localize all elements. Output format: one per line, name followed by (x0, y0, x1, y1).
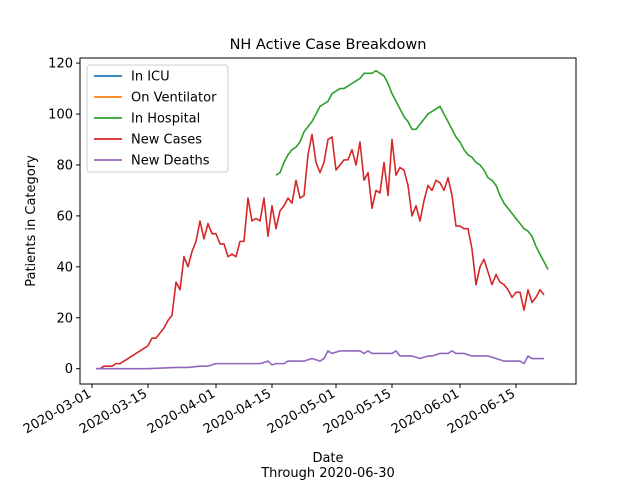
x-axis: 2020-03-012020-03-152020-04-012020-04-15… (21, 384, 518, 437)
y-axis: 0 20 40 60 80 100 120 (48, 57, 80, 377)
plot-frame (79, 57, 577, 385)
y-tick-label: 80 (56, 158, 73, 173)
legend-label: New Deaths (131, 154, 210, 169)
legend: In ICU On Ventilator In Hospital New Cases N… (86, 64, 229, 173)
x-axis-label: Date (312, 451, 343, 466)
legend-label: In ICU (131, 70, 170, 85)
y-tick-label: 120 (48, 57, 73, 72)
plot-lines (96, 69, 549, 370)
chart-title: NH Active Case Breakdown (230, 37, 427, 53)
y-axis-label: Patients in Category (24, 155, 39, 287)
y-tick-label: 100 (48, 108, 73, 123)
legend-box (86, 64, 229, 173)
legend-label: On Ventilator (131, 91, 217, 106)
legend-label: New Cases (131, 133, 202, 148)
series-line-new-cases (96, 133, 545, 370)
y-tick-label: 60 (56, 209, 73, 224)
y-tick-label: 0 (65, 362, 73, 377)
y-tick-label: 20 (56, 311, 73, 326)
x-axis-sublabel: Through 2020-06-30 (260, 466, 395, 480)
y-tick-label: 40 (56, 260, 73, 275)
series-line-in-hospital (275, 69, 549, 270)
series-line-new-deaths (96, 350, 544, 370)
legend-label: In Hospital (131, 112, 200, 127)
